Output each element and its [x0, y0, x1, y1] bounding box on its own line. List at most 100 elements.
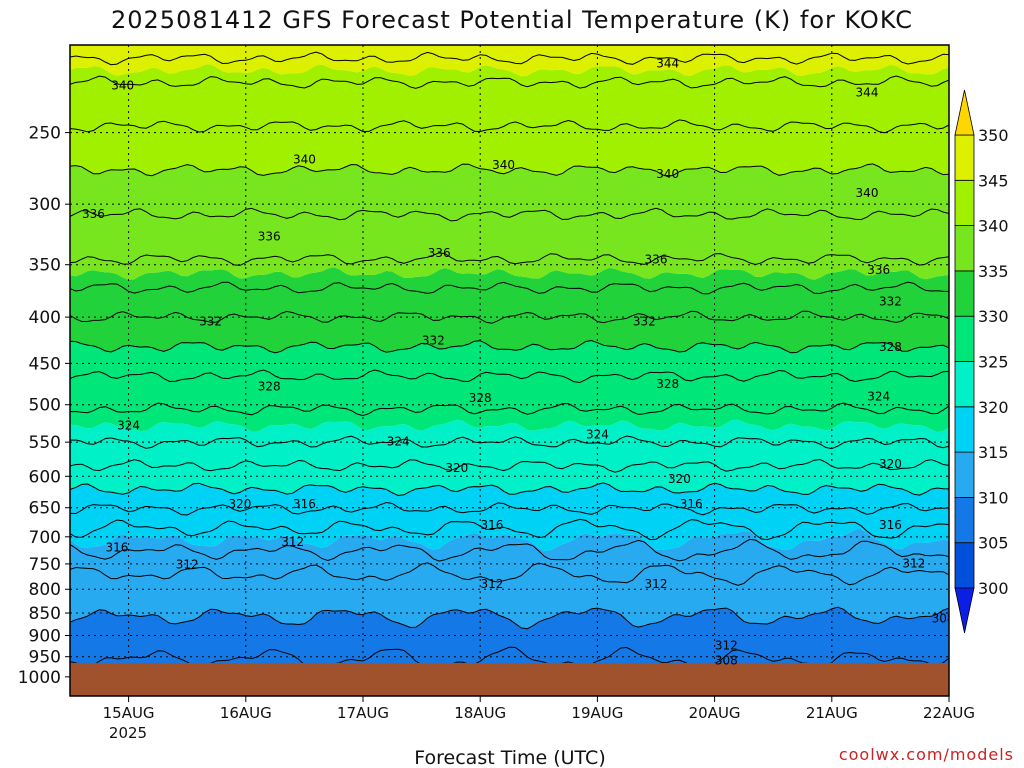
colorbar-tick-label: 315	[978, 443, 1009, 462]
contour-line	[70, 369, 949, 384]
contour-label: 308	[932, 612, 955, 626]
fill-band	[70, 64, 949, 177]
x-tick-label: 17AUG	[337, 704, 389, 722]
contour-label: 312	[176, 558, 199, 572]
contour-label: 340	[656, 167, 679, 181]
colorbar-tick-label: 350	[978, 126, 1009, 145]
contour-label: 320	[228, 497, 251, 511]
contour-label: 324	[867, 389, 890, 403]
contour-label: 340	[856, 186, 879, 200]
y-tick-label: 300	[29, 195, 61, 215]
contour-lines	[70, 51, 949, 669]
contour-label: 340	[293, 152, 316, 166]
contour-label: 328	[258, 380, 281, 394]
contour-line	[70, 207, 949, 222]
y-tick-label: 700	[29, 528, 61, 548]
contour-label: 316	[680, 497, 703, 511]
colorbar-segment	[954, 315, 975, 362]
contour-label: 320	[445, 461, 468, 475]
colorbar-tick-label: 325	[978, 353, 1009, 372]
x-tick-label: 20AUG	[689, 704, 741, 722]
x-tick-label: 19AUG	[571, 704, 623, 722]
contour-label: 332	[199, 315, 222, 329]
y-tick-label: 450	[29, 354, 61, 374]
contour-line	[70, 119, 949, 134]
colorbar-segment	[954, 451, 975, 498]
y-tick-label: 350	[29, 256, 61, 276]
contour-label: 312	[902, 556, 925, 570]
contour-label: 320	[879, 457, 902, 471]
x-tick-label: 16AUG	[220, 704, 272, 722]
contour-label: 312	[480, 577, 503, 591]
contour-label: 340	[111, 79, 134, 93]
contour-label: 312	[281, 535, 304, 549]
colorbar-tick-label: 335	[978, 262, 1009, 281]
contour-line	[70, 163, 949, 178]
contour-label: 324	[117, 419, 140, 433]
contour-label: 316	[105, 540, 128, 554]
y-tick-label: 600	[29, 467, 61, 487]
colorbar-tick-label: 305	[978, 534, 1009, 553]
y-tick-label: 550	[29, 433, 61, 453]
x-axis-label: Forecast Time (UTC)	[414, 747, 605, 768]
colorbar-tick-label: 345	[978, 171, 1009, 190]
colorbar-segment	[954, 270, 975, 317]
x-tick-label: 15AUG	[103, 704, 155, 722]
contour-line	[70, 562, 949, 586]
contour-line	[70, 435, 949, 450]
contour-label: 308	[715, 653, 738, 667]
contour-label: 336	[428, 246, 451, 260]
plot-frame	[69, 44, 950, 697]
grid-lines	[70, 45, 949, 696]
contour-label: 336	[645, 253, 668, 267]
contour-line	[70, 339, 949, 354]
fill-band	[70, 419, 949, 496]
contour-line	[70, 458, 949, 473]
contour-label: 344	[856, 86, 879, 100]
plot-area: 340 344 344 340 340 340 340 336 336 336 336 336 332 3…	[70, 45, 955, 696]
colorbar-tick-label: 330	[978, 307, 1009, 326]
colorbar-segment	[954, 179, 975, 227]
contour-line	[70, 402, 949, 417]
y-tick-label: 750	[29, 555, 61, 575]
x-tick-label: 21AUG	[806, 704, 858, 722]
y-tick-label: 950	[29, 648, 61, 668]
x-axis: 15AUG 16AUG 17AUG 18AUG 19AUG 20AUG 21AUG 22AUG	[103, 696, 975, 722]
colorbar-tick-label: 320	[978, 398, 1009, 417]
contour-label: 324	[387, 435, 410, 449]
contour-line	[70, 482, 949, 497]
contour-label: 316	[879, 518, 902, 532]
y-tick-label: 900	[29, 626, 61, 646]
contour-label: 324	[586, 427, 609, 441]
colorbar-segment	[954, 406, 975, 453]
colorbar-segment	[954, 361, 975, 408]
contour-label: 336	[82, 207, 105, 221]
credit-text: coolwx.com/models	[839, 745, 1014, 764]
contour-label: 316	[480, 518, 503, 532]
contour-line	[70, 281, 949, 295]
colorbar-tick-label: 300	[978, 579, 1009, 598]
fill-band	[70, 45, 949, 77]
contour-label: 316	[293, 497, 316, 511]
chart-title: 2025081412 GFS Forecast Potential Temper…	[111, 6, 913, 34]
y-tick-label: 1000	[18, 668, 61, 688]
contour-line	[70, 606, 949, 630]
contour-line	[70, 518, 949, 541]
colorbar-extend-bottom	[954, 587, 975, 634]
contour-label: 344	[656, 57, 679, 71]
x-tick-label: 18AUG	[454, 704, 506, 722]
y-tick-label: 800	[29, 580, 61, 600]
fill-band	[70, 267, 949, 353]
colorbar-tick-label: 340	[978, 217, 1009, 236]
contour-line	[70, 310, 949, 324]
contour-label: 320	[668, 472, 691, 486]
contour-line	[70, 51, 949, 66]
colorbar: 300 305 310 315 320 325 330 335 340 345 350	[954, 89, 1009, 634]
contour-label: 336	[867, 263, 890, 277]
y-axis: 2503003504004505005506006507007508008509…	[18, 124, 70, 688]
contour-label: 328	[879, 340, 902, 354]
contour-line	[70, 538, 949, 562]
fill-band	[70, 482, 949, 551]
x-axis-year: 2025	[109, 724, 147, 742]
